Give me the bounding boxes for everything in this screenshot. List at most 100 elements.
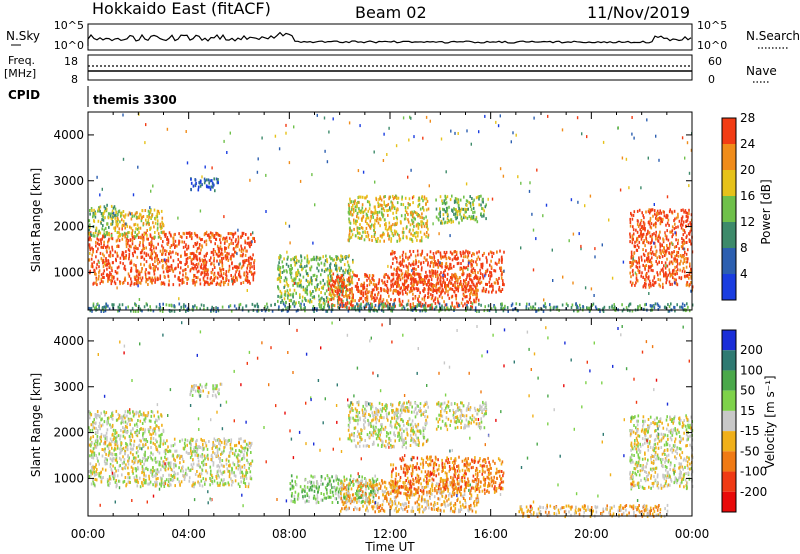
scatter-cell	[681, 215, 684, 219]
scatter-cell	[493, 269, 495, 273]
scatter-cell	[453, 212, 455, 216]
scatter-cell	[209, 277, 212, 281]
scatter-cell	[655, 250, 658, 254]
scatter-cell	[656, 209, 659, 213]
scatter-cell	[402, 250, 405, 254]
scatter-cell	[237, 228, 239, 232]
scatter-cell	[622, 307, 625, 311]
scatter-cell	[475, 215, 478, 219]
scatter-cell	[365, 302, 368, 306]
scatter-cell	[196, 438, 198, 442]
scatter-cell	[379, 287, 382, 290]
scatter-cell	[455, 279, 457, 283]
scatter-cell	[223, 215, 225, 219]
scatter-cell	[197, 188, 200, 192]
scatter-cell	[650, 248, 652, 251]
scatter-cell	[336, 289, 339, 293]
scatter-cell	[93, 306, 96, 310]
scatter-cell	[278, 273, 280, 277]
scatter-cell	[647, 209, 650, 213]
scatter-cell	[222, 268, 225, 272]
scatter-cell	[663, 214, 666, 218]
scatter-cell	[352, 200, 355, 204]
scatter-cell	[392, 223, 394, 227]
scatter-cell	[408, 203, 410, 207]
scatter-cell	[440, 137, 443, 141]
scatter-cell	[312, 257, 314, 261]
scatter-cell	[205, 243, 208, 247]
scatter-cell	[127, 248, 130, 252]
scatter-cell	[390, 265, 392, 269]
scatter-cell	[300, 307, 303, 311]
scatter-cell	[418, 202, 421, 206]
scatter-cell	[660, 268, 663, 272]
scatter-cell	[243, 260, 246, 264]
colorbar-tick-label: 16	[740, 189, 755, 203]
scatter-cell	[402, 264, 405, 268]
scatter-cell	[223, 241, 226, 245]
scatter-cell	[644, 303, 646, 307]
scatter-cell	[660, 252, 662, 256]
scatter-cell	[358, 207, 360, 211]
scatter-cell	[459, 282, 461, 286]
scatter-cell	[385, 222, 387, 225]
scatter-cell	[644, 244, 646, 248]
scatter-cell	[635, 265, 638, 269]
scatter-cell	[161, 477, 163, 481]
scatter-cell	[441, 221, 443, 225]
scatter-cell	[344, 268, 347, 272]
scatter-cell	[340, 290, 342, 294]
scatter-cell	[96, 237, 98, 241]
scatter-cell	[138, 230, 140, 234]
scatter-cell	[301, 268, 303, 272]
scatter-cell	[228, 243, 231, 247]
scatter-cell	[482, 274, 484, 278]
scatter-cell	[351, 292, 353, 296]
scatter-cell	[437, 217, 440, 221]
scatter-cell	[640, 232, 642, 236]
scatter-cell	[108, 233, 111, 237]
scatter-cell	[299, 179, 302, 183]
scatter-cell	[187, 231, 189, 235]
scatter-cell	[438, 289, 441, 293]
scatter-cell	[344, 302, 347, 306]
scatter-cell	[135, 266, 137, 270]
scatter-cell	[395, 269, 398, 273]
scatter-cell	[455, 274, 458, 278]
cpid-label: CPID	[8, 88, 40, 102]
scatter-cell	[300, 285, 303, 289]
scatter-cell	[133, 246, 135, 250]
scatter-cell	[653, 203, 655, 206]
scatter-cell	[656, 236, 659, 240]
scatter-cell	[227, 282, 230, 286]
scatter-cell	[156, 212, 158, 216]
scatter-cell	[665, 249, 668, 253]
scatter-cell	[113, 280, 116, 284]
scatter-cell	[306, 258, 309, 262]
freq-label: Freq.	[8, 54, 35, 67]
scatter-cell	[671, 282, 673, 286]
scatter-cell	[197, 474, 200, 478]
scatter-cell	[325, 268, 328, 272]
scatter-cell	[437, 265, 439, 269]
scatter-cell	[198, 246, 200, 250]
scatter-cell	[650, 304, 652, 308]
scatter-cell	[305, 298, 307, 302]
scatter-cell	[219, 439, 221, 443]
scatter-cell	[686, 260, 689, 264]
scatter-cell	[371, 235, 373, 239]
scatter-cell	[110, 222, 112, 226]
scatter-cell	[135, 227, 137, 231]
scatter-cell	[130, 309, 132, 313]
scatter-cell	[485, 288, 488, 292]
scatter-cell	[189, 456, 192, 460]
scatter-cell	[681, 302, 684, 306]
scatter-cell	[221, 264, 224, 268]
scatter-cell	[455, 208, 457, 212]
scatter-cell	[168, 303, 170, 307]
scatter-cell	[285, 262, 288, 266]
scatter-cell	[391, 278, 394, 282]
scatter-cell	[193, 279, 195, 282]
scatter-cell	[407, 276, 409, 280]
scatter-cell	[487, 197, 489, 201]
